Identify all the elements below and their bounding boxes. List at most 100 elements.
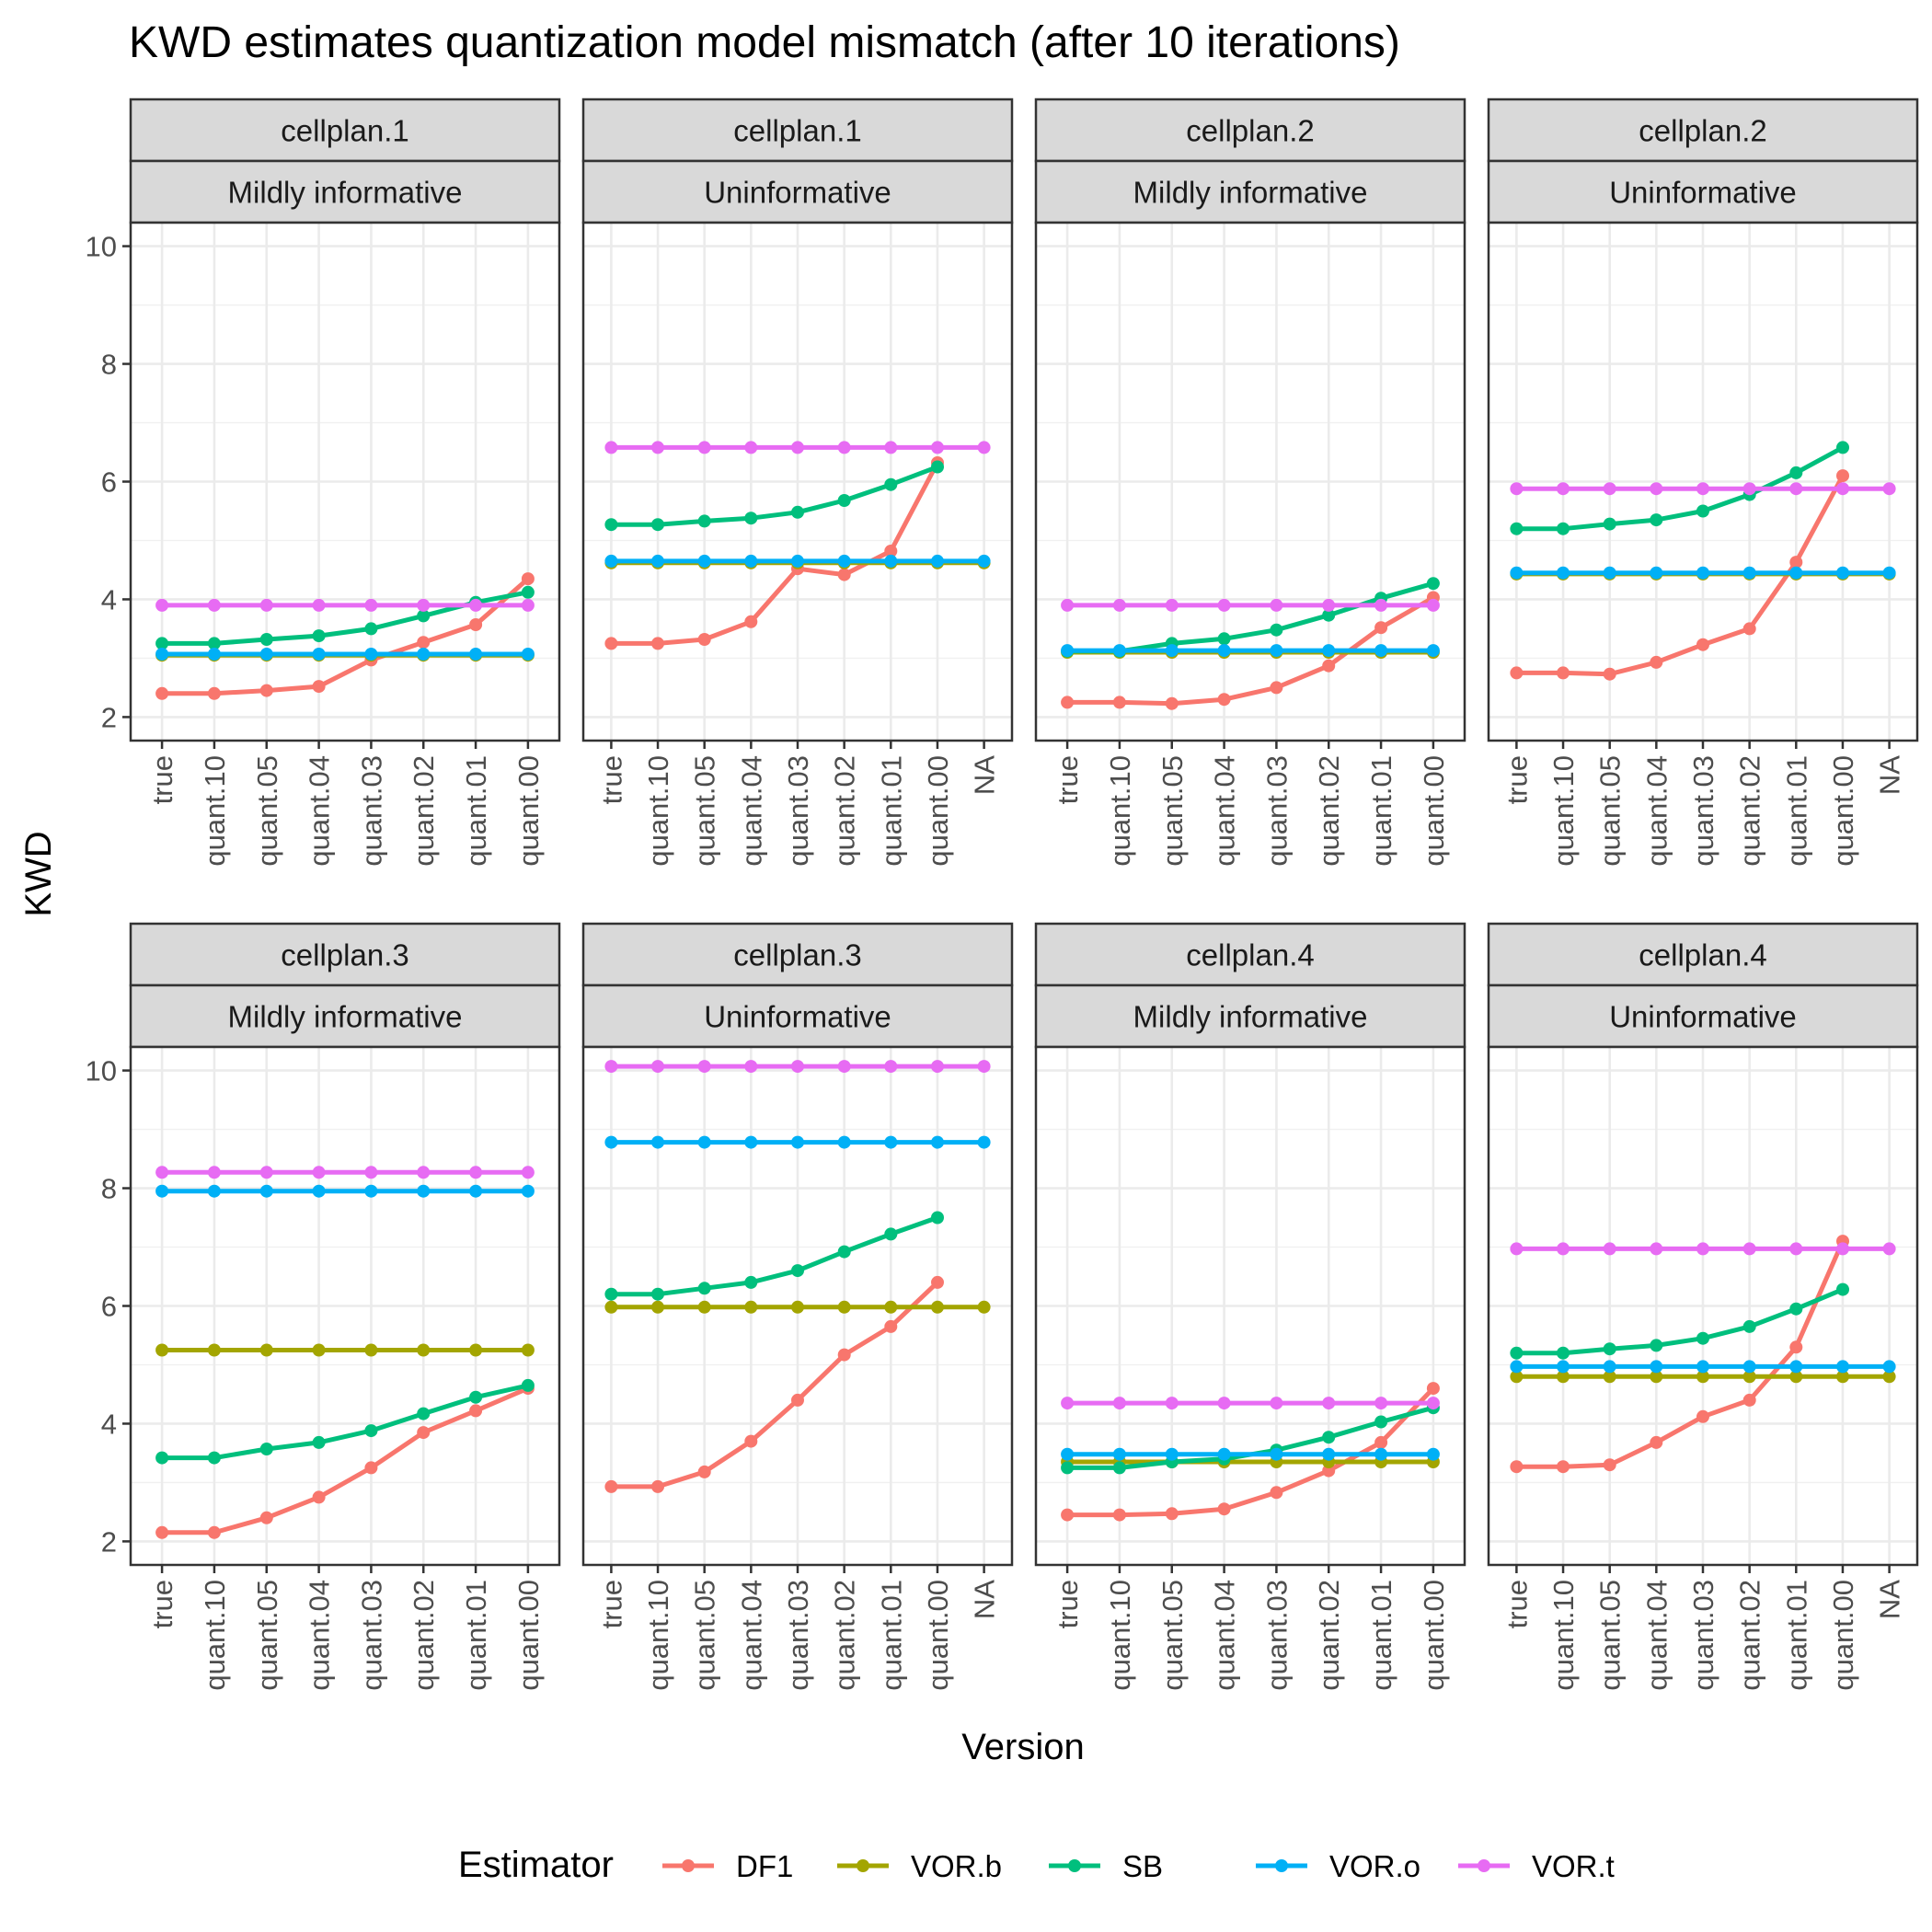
x-tick-label: quant.02 [829,755,861,867]
data-point-VOR.t [931,1060,944,1074]
data-point-VOR.t [155,1166,169,1179]
data-point-DF1 [1322,1464,1336,1478]
data-point-DF1 [1217,693,1231,707]
strip-label-cellplan: cellplan.1 [733,114,861,148]
data-point-VOR.t [837,441,851,454]
data-point-VOR.t [364,1166,378,1179]
x-tick-label: quant.05 [251,755,283,867]
series-line-SB [1516,445,1845,532]
data-point-VOR.o [469,1184,483,1198]
data-point-SB [259,1443,273,1455]
data-point-SB [697,514,711,528]
data-point-VOR.t [1426,1397,1440,1410]
strip-box [1034,922,1466,987]
x-tick-label: quant.01 [1365,1580,1397,1691]
strip-label-cellplan: cellplan.3 [281,938,408,972]
data-point-DF1 [1603,1458,1616,1472]
data-point-VOR.o [1557,1360,1570,1374]
legend-entry-VOR.t: VOR.t [1458,1849,1615,1883]
data-point-VOR.o [1426,644,1440,658]
x-tick-label: quant.10 [1104,755,1136,867]
strip-label-prior: Uninformative [1609,1000,1797,1034]
data-point-VOR.o [1696,566,1709,580]
data-point-VOR.t [1061,1397,1075,1410]
data-point-VOR.o [1603,566,1616,580]
data-point-VOR.o [417,648,431,661]
data-point-VOR.o [1374,644,1388,658]
data-point-VOR.o [207,1184,221,1198]
data-point-DF1 [697,1465,711,1478]
strip-box [1487,922,1919,987]
strip-label-cellplan: cellplan.2 [1639,114,1766,148]
data-point-SB [417,609,431,623]
data-point-SB [1789,1302,1803,1316]
data-point-VOR.o [884,554,898,568]
data-point-DF1 [469,618,483,631]
data-point-VOR.o [1836,566,1849,580]
data-point-SB [1510,1346,1524,1360]
data-point-DF1 [207,1525,221,1539]
x-tick-label: NA [969,1580,1001,1619]
data-point-SB [1742,1319,1756,1333]
data-point-VOR.b [1650,1370,1663,1384]
x-tick-label: quant.05 [689,755,721,867]
strip-label-prior: Mildly informative [228,1000,463,1034]
data-point-VOR.t [1510,1242,1524,1256]
data-point-VOR.t [1696,1242,1709,1256]
data-point-DF1 [1270,1486,1283,1500]
data-point-VOR.o [931,554,944,568]
data-point-VOR.o [697,554,711,568]
data-point-VOR.o [744,1135,758,1149]
x-tick-label: quant.05 [689,1580,721,1691]
legend-key-point [682,1859,695,1872]
data-point-DF1 [1112,1508,1126,1522]
legend-key-point [1478,1859,1490,1872]
data-point-VOR.b [1836,1370,1849,1384]
data-point-DF1 [791,1393,804,1407]
data-point-VOR.b [931,1300,944,1314]
data-point-VOR.t [1374,1397,1388,1410]
data-point-VOR.o [977,554,991,568]
x-axis-title: Version [961,1727,1084,1767]
data-point-VOR.t [884,1060,898,1074]
data-point-SB [1322,1431,1336,1444]
x-tick-label: quant.04 [304,1580,336,1691]
x-tick-label: true [146,1580,178,1628]
data-point-SB [1603,1342,1616,1356]
data-point-SB [1836,1282,1849,1296]
data-point-SB [1789,466,1803,479]
data-point-SB [1696,504,1709,518]
data-point-DF1 [1165,1507,1179,1521]
strip-box [1034,983,1466,1049]
x-tick-label: quant.00 [1827,755,1859,867]
x-tick-label: quant.02 [408,1580,440,1691]
strip-label-cellplan: cellplan.2 [1186,114,1314,148]
x-tick-label: NA [969,755,1001,795]
data-point-DF1 [884,545,898,558]
panel-2: cellplan.1 Uninformative true quant.10 quant… [581,98,1014,867]
series-line-DF1 [162,1386,529,1535]
data-point-VOR.t [1322,1397,1336,1410]
data-point-VOR.o [469,648,483,661]
data-point-VOR.t [977,441,991,454]
data-point-VOR.t [364,598,378,612]
data-point-VOR.o [1789,1360,1803,1374]
data-point-VOR.b [1603,1370,1616,1384]
data-point-VOR.t [1217,1397,1231,1410]
y-tick-label: 4 [101,583,117,615]
x-tick-label: quant.10 [199,755,231,867]
x-tick-label: NA [1874,1580,1906,1619]
legend-key-point [1275,1859,1288,1872]
data-point-DF1 [1650,1435,1663,1449]
panel-8: cellplan.4 Uninformative true quant.10 quant… [1487,922,1919,1691]
data-point-VOR.t [1789,482,1803,496]
data-point-VOR.t [1882,482,1896,496]
data-point-VOR.t [1696,482,1709,496]
x-tick-label: true [595,1580,627,1628]
data-point-VOR.o [1426,1447,1440,1461]
data-point-VOR.t [791,1060,804,1074]
data-point-VOR.o [744,554,758,568]
x-tick-label: quant.02 [1734,1580,1766,1691]
x-tick-label: quant.01 [1780,1580,1812,1691]
